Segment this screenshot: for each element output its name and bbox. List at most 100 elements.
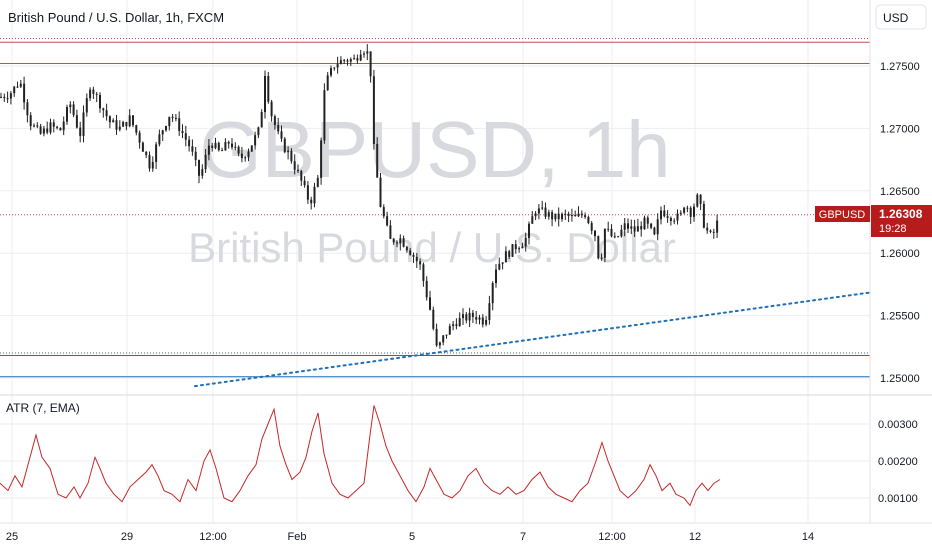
candle[interactable] bbox=[174, 113, 177, 122]
atr-indicator-title[interactable]: ATR (7, EMA) bbox=[6, 401, 80, 415]
candle[interactable] bbox=[148, 151, 151, 172]
candle[interactable] bbox=[138, 130, 141, 149]
candle[interactable] bbox=[102, 107, 105, 118]
candle[interactable] bbox=[36, 122, 39, 129]
candle[interactable] bbox=[75, 109, 78, 129]
candle[interactable] bbox=[673, 218, 676, 225]
candle[interactable] bbox=[247, 148, 250, 162]
candle[interactable] bbox=[293, 154, 296, 175]
candle[interactable] bbox=[570, 208, 573, 222]
candle[interactable] bbox=[224, 138, 227, 151]
candle[interactable] bbox=[240, 146, 243, 163]
candle[interactable] bbox=[320, 137, 323, 185]
candle[interactable] bbox=[544, 202, 547, 219]
candle[interactable] bbox=[191, 139, 194, 156]
candle[interactable] bbox=[112, 118, 115, 123]
candle[interactable] bbox=[151, 156, 154, 172]
candle[interactable] bbox=[646, 215, 649, 229]
candle[interactable] bbox=[623, 217, 626, 237]
candle[interactable] bbox=[234, 142, 237, 151]
candle[interactable] bbox=[46, 121, 49, 135]
candle[interactable] bbox=[333, 67, 336, 71]
candle[interactable] bbox=[264, 70, 266, 119]
candle[interactable] bbox=[283, 137, 286, 154]
candle[interactable] bbox=[310, 196, 313, 210]
candle[interactable] bbox=[270, 99, 273, 122]
candle[interactable] bbox=[511, 244, 514, 258]
candle[interactable] bbox=[587, 215, 590, 225]
candle[interactable] bbox=[693, 203, 695, 222]
candle[interactable] bbox=[696, 193, 699, 208]
candle[interactable] bbox=[676, 209, 679, 225]
candle[interactable] bbox=[610, 224, 613, 238]
candle[interactable] bbox=[141, 141, 144, 152]
candle[interactable] bbox=[132, 115, 134, 128]
candle[interactable] bbox=[214, 137, 217, 150]
candle[interactable] bbox=[468, 307, 471, 327]
candle[interactable] bbox=[405, 245, 408, 253]
candle[interactable] bbox=[49, 118, 52, 135]
candle[interactable] bbox=[425, 276, 428, 301]
candle[interactable] bbox=[42, 125, 45, 137]
candle[interactable] bbox=[402, 235, 405, 248]
candle[interactable] bbox=[498, 257, 501, 271]
candle[interactable] bbox=[168, 116, 171, 131]
candle[interactable] bbox=[478, 314, 481, 325]
candle[interactable] bbox=[89, 87, 92, 101]
candle[interactable] bbox=[376, 137, 379, 178]
candle[interactable] bbox=[574, 210, 577, 217]
candle[interactable] bbox=[594, 230, 596, 242]
candle[interactable] bbox=[382, 204, 385, 219]
candle[interactable] bbox=[280, 125, 283, 142]
candle[interactable] bbox=[277, 117, 280, 135]
candle[interactable] bbox=[528, 221, 530, 245]
candle[interactable] bbox=[412, 252, 415, 263]
candle[interactable] bbox=[369, 51, 372, 83]
candle[interactable] bbox=[16, 81, 19, 88]
candle[interactable] bbox=[600, 253, 603, 261]
candle[interactable] bbox=[607, 221, 610, 232]
candle[interactable] bbox=[429, 290, 431, 311]
candle[interactable] bbox=[105, 103, 108, 121]
candle[interactable] bbox=[636, 218, 639, 232]
candle[interactable] bbox=[9, 91, 12, 105]
candle[interactable] bbox=[125, 121, 128, 131]
candle[interactable] bbox=[627, 218, 629, 234]
candle[interactable] bbox=[260, 109, 263, 128]
candle[interactable] bbox=[564, 209, 567, 221]
candle[interactable] bbox=[118, 120, 121, 132]
candle[interactable] bbox=[363, 51, 365, 58]
candle[interactable] bbox=[13, 86, 16, 97]
currency-button-frame[interactable] bbox=[875, 4, 927, 30]
candle[interactable] bbox=[389, 220, 392, 239]
candle[interactable] bbox=[330, 65, 332, 78]
candle[interactable] bbox=[643, 215, 646, 230]
candle[interactable] bbox=[660, 206, 662, 225]
candle[interactable] bbox=[171, 114, 174, 122]
candle[interactable] bbox=[198, 159, 200, 184]
candle[interactable] bbox=[561, 212, 563, 222]
candle[interactable] bbox=[244, 156, 247, 162]
candle[interactable] bbox=[584, 212, 587, 219]
atr-line[interactable] bbox=[0, 405, 721, 507]
candle[interactable] bbox=[346, 58, 349, 66]
candle[interactable] bbox=[617, 235, 620, 238]
candle[interactable] bbox=[386, 211, 389, 227]
candle[interactable] bbox=[158, 129, 161, 147]
candle[interactable] bbox=[221, 147, 224, 152]
candle[interactable] bbox=[508, 249, 511, 260]
candle[interactable] bbox=[712, 228, 715, 239]
candle[interactable] bbox=[290, 148, 293, 164]
candle[interactable] bbox=[656, 213, 659, 241]
candle[interactable] bbox=[349, 57, 352, 67]
candle[interactable] bbox=[366, 44, 369, 61]
candle[interactable] bbox=[303, 176, 306, 188]
candle[interactable] bbox=[79, 121, 82, 143]
candle[interactable] bbox=[495, 264, 497, 288]
candle[interactable] bbox=[211, 142, 214, 152]
candle[interactable] bbox=[452, 320, 455, 331]
candle[interactable] bbox=[336, 56, 339, 74]
candle[interactable] bbox=[392, 237, 395, 245]
candle[interactable] bbox=[669, 216, 672, 226]
